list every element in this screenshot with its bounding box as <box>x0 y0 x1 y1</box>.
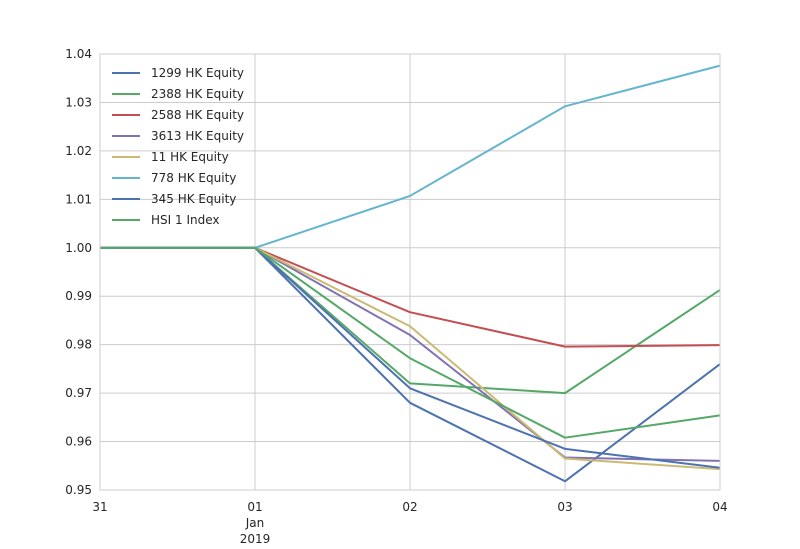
y-tick-labels: 0.95 0.96 0.97 0.98 0.99 1.00 1.01 1.02 1.03 1.04 <box>65 47 92 497</box>
y-tick-label: 0.98 <box>65 338 92 352</box>
legend-entry-label: HSI 1 Index <box>151 213 219 227</box>
legend-entry-label: 11 HK Equity <box>151 150 229 164</box>
y-tick-label: 1.00 <box>65 241 92 255</box>
y-tick-label: 1.02 <box>65 144 92 158</box>
y-tick-label: 0.95 <box>65 483 92 497</box>
y-tick-label: 0.97 <box>65 386 92 400</box>
legend-entry-label: 345 HK Equity <box>151 192 236 206</box>
x-tick-label: 04 <box>712 500 727 514</box>
legend-entry-label: 2588 HK Equity <box>151 108 244 122</box>
x-tick-label: 31 <box>92 500 107 514</box>
x-tick-sublabel: 2019 <box>240 532 271 545</box>
y-tick-label: 1.01 <box>65 192 92 206</box>
legend: 1299 HK Equity 2388 HK Equity 2588 HK Equi… <box>112 66 244 227</box>
x-tick-label: 03 <box>557 500 572 514</box>
legend-entry-label: 778 HK Equity <box>151 171 236 185</box>
x-tick-label: 02 <box>402 500 417 514</box>
y-tick-label: 0.99 <box>65 289 92 303</box>
plot-frame <box>99 53 721 491</box>
y-tick-label: 1.04 <box>65 47 92 61</box>
x-tick-sublabel: Jan <box>245 516 265 530</box>
legend-entry-label: 2388 HK Equity <box>151 87 244 101</box>
series-lines <box>100 64 721 483</box>
legend-entry-label: 1299 HK Equity <box>151 66 244 80</box>
x-tick-label: 01 <box>247 500 262 514</box>
legend-entry-label: 3613 HK Equity <box>151 129 244 143</box>
x-tick-labels: 31 01 Jan 2019 02 03 04 <box>92 500 727 546</box>
y-tick-label: 0.96 <box>65 435 92 449</box>
y-tick-label: 1.03 <box>65 95 92 109</box>
series-line-7 <box>100 246 721 439</box>
